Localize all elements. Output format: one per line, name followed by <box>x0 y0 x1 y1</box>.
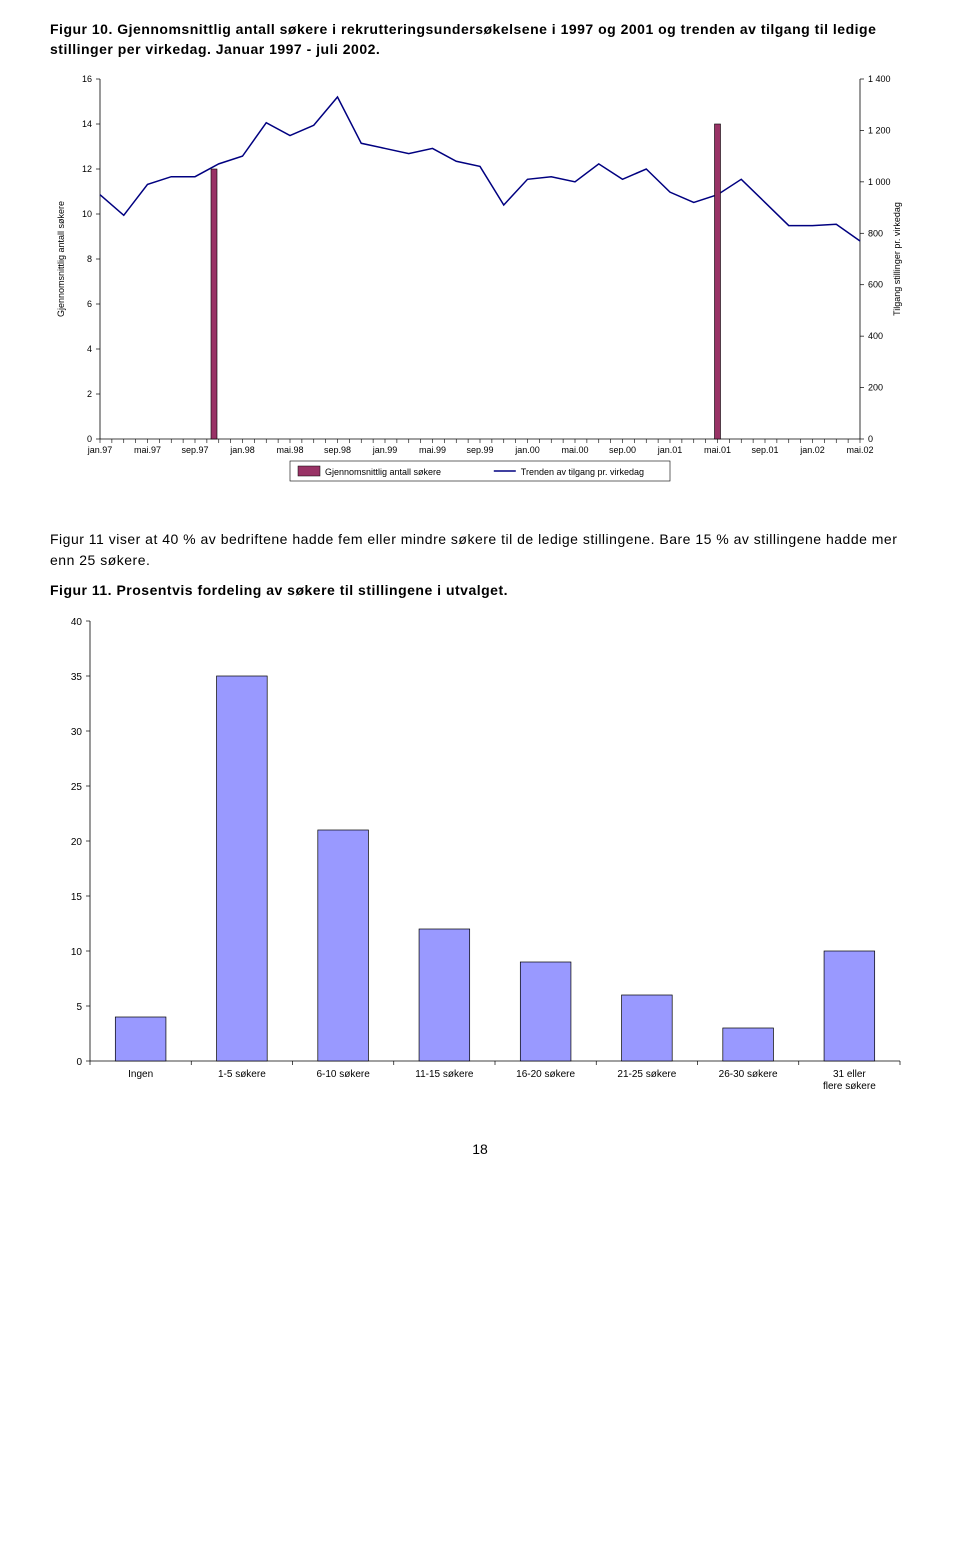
svg-text:0: 0 <box>76 1057 82 1068</box>
svg-text:Gjennomsnittlig antall søkere: Gjennomsnittlig antall søkere <box>56 201 66 317</box>
svg-text:14: 14 <box>82 119 92 129</box>
svg-text:30: 30 <box>71 727 83 738</box>
svg-text:31 eller: 31 eller <box>833 1069 866 1080</box>
svg-text:Ingen: Ingen <box>128 1069 153 1080</box>
svg-text:jan.00: jan.00 <box>514 445 540 455</box>
svg-text:4: 4 <box>87 344 92 354</box>
svg-text:40: 40 <box>71 617 83 628</box>
svg-text:6: 6 <box>87 299 92 309</box>
svg-text:12: 12 <box>82 164 92 174</box>
svg-text:8: 8 <box>87 254 92 264</box>
svg-text:11-15 søkere: 11-15 søkere <box>415 1069 474 1080</box>
svg-text:jan.98: jan.98 <box>229 445 255 455</box>
svg-text:Tilgang stillinger pr. virkeda: Tilgang stillinger pr. virkedag <box>892 202 902 316</box>
svg-text:200: 200 <box>868 383 883 393</box>
svg-text:16: 16 <box>82 74 92 84</box>
svg-text:10: 10 <box>82 209 92 219</box>
svg-text:26-30 søkere: 26-30 søkere <box>719 1069 778 1080</box>
svg-text:0: 0 <box>87 434 92 444</box>
svg-text:25: 25 <box>71 782 83 793</box>
svg-text:0: 0 <box>868 434 873 444</box>
body-text-1: Figur 11 viser at 40 % av bedriftene had… <box>50 529 910 571</box>
svg-text:600: 600 <box>868 280 883 290</box>
figure10-chart: 0 2 4 6 8 10 12 14 16 0 200 400 600 800 1 000 1 200 1 40… <box>50 69 910 499</box>
page-number: 18 <box>50 1141 910 1157</box>
svg-text:sep.98: sep.98 <box>324 445 351 455</box>
svg-text:Gjennomsnittlig antall søkere: Gjennomsnittlig antall søkere <box>325 467 441 477</box>
figure11-chart-container: 0 5 10 15 20 25 30 35 40 Ingen 1-5 søkere 6-10 søke… <box>50 611 910 1111</box>
figure10-chart-container: 0 2 4 6 8 10 12 14 16 0 200 400 600 800 1 000 1 200 1 40… <box>50 69 910 499</box>
svg-text:flere søkere: flere søkere <box>823 1081 876 1092</box>
svg-text:1 200: 1 200 <box>868 126 891 136</box>
svg-text:10: 10 <box>71 947 83 958</box>
svg-text:mai.00: mai.00 <box>561 445 588 455</box>
svg-text:1-5 søkere: 1-5 søkere <box>218 1069 266 1080</box>
svg-text:mai.97: mai.97 <box>134 445 161 455</box>
svg-text:2: 2 <box>87 389 92 399</box>
svg-text:jan.01: jan.01 <box>657 445 683 455</box>
svg-text:jan.02: jan.02 <box>799 445 825 455</box>
svg-text:mai.01: mai.01 <box>704 445 731 455</box>
svg-text:1 400: 1 400 <box>868 74 891 84</box>
figure11-chart: 0 5 10 15 20 25 30 35 40 Ingen 1-5 søkere 6-10 søke… <box>50 611 910 1111</box>
figure10-title: Figur 10. Gjennomsnittlig antall søkere … <box>50 20 910 59</box>
svg-text:Trenden av tilgang pr. virkeda: Trenden av tilgang pr. virkedag <box>521 467 644 477</box>
svg-text:mai.99: mai.99 <box>419 445 446 455</box>
svg-text:sep.99: sep.99 <box>466 445 493 455</box>
svg-text:15: 15 <box>71 892 83 903</box>
figure11-title: Figur 11. Prosentvis fordeling av søkere… <box>50 581 910 601</box>
svg-text:1 000: 1 000 <box>868 177 891 187</box>
svg-text:16-20 søkere: 16-20 søkere <box>516 1069 575 1080</box>
svg-text:sep.00: sep.00 <box>609 445 636 455</box>
svg-text:20: 20 <box>71 837 83 848</box>
svg-text:35: 35 <box>71 672 83 683</box>
svg-text:5: 5 <box>76 1002 82 1013</box>
svg-text:21-25 søkere: 21-25 søkere <box>617 1069 676 1080</box>
svg-text:jan.99: jan.99 <box>372 445 398 455</box>
svg-text:6-10 søkere: 6-10 søkere <box>316 1069 370 1080</box>
svg-text:mai.98: mai.98 <box>276 445 303 455</box>
svg-text:800: 800 <box>868 228 883 238</box>
svg-text:mai.02: mai.02 <box>846 445 873 455</box>
svg-text:sep.01: sep.01 <box>751 445 778 455</box>
svg-text:400: 400 <box>868 331 883 341</box>
svg-text:sep.97: sep.97 <box>181 445 208 455</box>
svg-text:jan.97: jan.97 <box>87 445 113 455</box>
